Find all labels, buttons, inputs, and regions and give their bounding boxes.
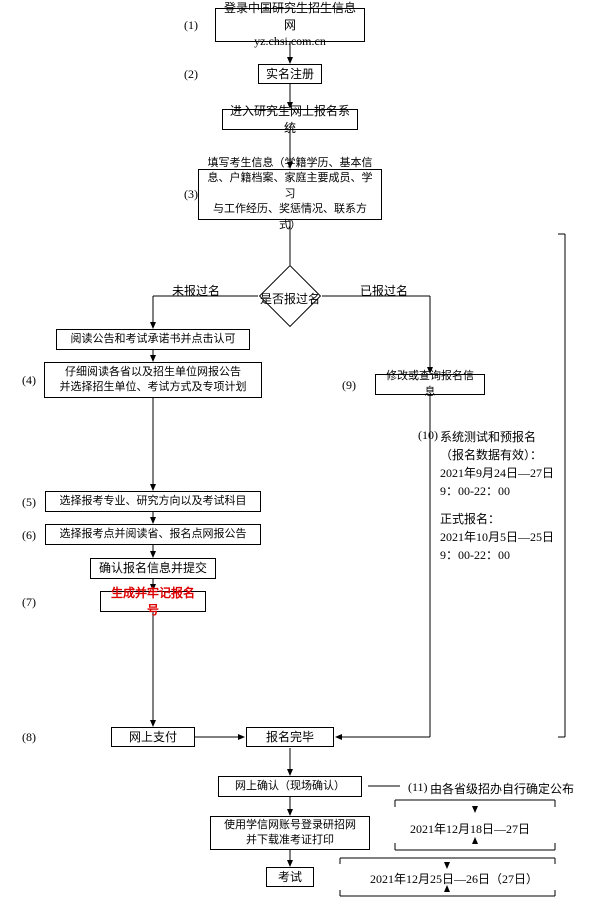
note-date2: 2021年12月25日—26日（27日）: [370, 870, 538, 888]
b15-l2: 并下载准考证打印: [246, 833, 334, 848]
step-num-1: (1): [184, 18, 198, 33]
b15-l1: 使用学信网账号登录研招网: [224, 818, 356, 833]
step-num-2: (2): [184, 67, 198, 82]
step-num-9: (9): [342, 378, 356, 393]
box-select-major: 选择报考专业、研究方向以及考试科目: [45, 491, 261, 512]
box-download-ticket: 使用学信网账号登录研招网 并下载准考证打印: [210, 816, 370, 850]
n10-l2: （报名数据有效）：: [440, 446, 590, 464]
n10-l4: 9：00-22：00: [440, 482, 590, 500]
step-num-3: (3): [184, 187, 198, 202]
n10-l3: 2021年9月24日—27日: [440, 464, 590, 482]
box-complete: 报名完毕: [246, 727, 334, 747]
box-exam: 考试: [266, 867, 314, 887]
n10-l7: 9：00-22：00: [440, 546, 590, 564]
step-num-5: (5): [22, 495, 36, 510]
note-province: 由各省级招办自行确定公布: [430, 780, 574, 798]
b4-l2: 息、户籍档案、家庭主要成员、学习: [205, 171, 375, 202]
box-read-notice: 阅读公告和考试承诺书并点击认可: [56, 329, 250, 350]
box-generate-id: 生成并牢记报名号: [100, 591, 206, 612]
b6-l1: 仔细阅读各省以及招生单位网报公告: [65, 365, 241, 380]
box-pay: 网上支付: [111, 727, 195, 747]
box-enter-system: 进入研究生网上报名系统: [222, 109, 358, 130]
box-login-l2: yz.chsi.com.cn: [254, 33, 326, 50]
step-num-11: (11): [408, 780, 428, 795]
box-select-point: 选择报考点并阅读省、报名点网报公告: [45, 524, 261, 545]
box-login: 登录中国研究生招生信息网 yz.chsi.com.cn: [215, 8, 365, 42]
note-schedule: 系统测试和预报名 （报名数据有效）： 2021年9月24日—27日 9：00-2…: [440, 428, 590, 564]
box-confirm-submit: 确认报名信息并提交: [90, 558, 216, 579]
branch-left-label: 未报过名: [172, 282, 220, 300]
b6-l2: 并选择招生单位、考试方式及专项计划: [60, 380, 247, 395]
n10-l6: 2021年10月5日—25日: [440, 528, 590, 546]
step-num-4: (4): [22, 373, 36, 388]
box-onsite-confirm: 网上确认（现场确认）: [218, 776, 362, 797]
note-date1: 2021年12月18日—27日: [410, 820, 530, 838]
decision-text: 是否报过名: [258, 290, 322, 307]
b4-l3: 与工作经历、奖惩情况、联系方式）: [205, 202, 375, 233]
step-num-8: (8): [22, 730, 36, 745]
step-num-10: (10): [418, 428, 438, 443]
box-register: 实名注册: [258, 64, 322, 84]
n10-l5: 正式报名：: [440, 510, 590, 528]
n10-l1: 系统测试和预报名: [440, 428, 590, 446]
b4-l1: 填写考生信息（学籍学历、基本信: [208, 156, 373, 171]
branch-right-label: 已报过名: [360, 282, 408, 300]
box-login-l1: 登录中国研究生招生信息网: [222, 0, 358, 33]
step-num-7: (7): [22, 595, 36, 610]
box-modify-query: 修改或查询报名信息: [375, 374, 485, 395]
box-fill-info: 填写考生信息（学籍学历、基本信 息、户籍档案、家庭主要成员、学习 与工作经历、奖…: [198, 169, 382, 220]
step-num-6: (6): [22, 528, 36, 543]
box-read-province: 仔细阅读各省以及招生单位网报公告 并选择招生单位、考试方式及专项计划: [44, 362, 262, 398]
